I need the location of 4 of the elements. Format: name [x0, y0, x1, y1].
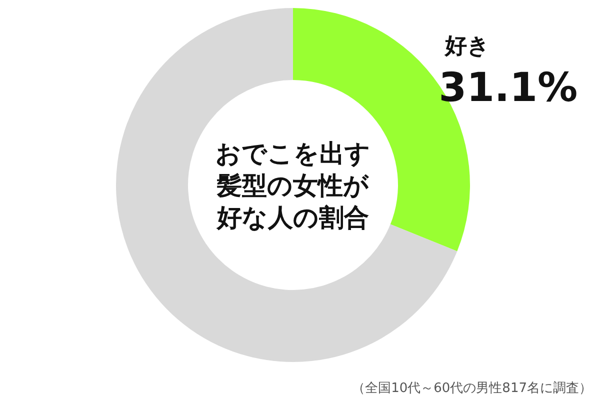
text: おでこを出す髪型の女性が好な人の割合 [216, 139, 370, 232]
slice-label: 好き [444, 34, 490, 59]
text: （全国10代～60代の男性817名に調査） [352, 381, 592, 396]
data-label: 31.1% [438, 64, 578, 111]
